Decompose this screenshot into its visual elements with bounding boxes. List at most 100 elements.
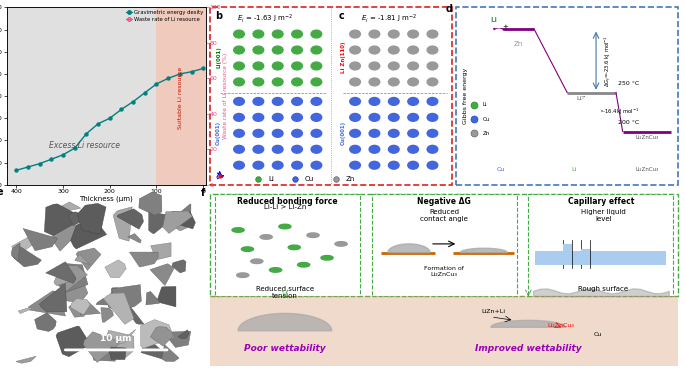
Circle shape (427, 97, 438, 105)
Polygon shape (127, 305, 144, 324)
Circle shape (234, 145, 245, 153)
Circle shape (369, 113, 379, 121)
Circle shape (234, 113, 245, 121)
Circle shape (365, 111, 384, 124)
Circle shape (384, 43, 403, 57)
Circle shape (404, 111, 423, 124)
Polygon shape (151, 327, 173, 346)
Circle shape (256, 233, 277, 241)
Polygon shape (76, 248, 101, 270)
X-axis label: Thickness (μm): Thickness (μm) (79, 195, 133, 202)
Circle shape (253, 129, 264, 137)
Circle shape (365, 142, 384, 156)
Circle shape (288, 126, 306, 140)
Text: Reduced surface
tension: Reduced surface tension (256, 286, 314, 299)
Circle shape (427, 113, 438, 121)
Polygon shape (16, 356, 36, 363)
Circle shape (269, 111, 287, 124)
Text: Li: Li (483, 103, 487, 107)
Text: Cu: Cu (304, 176, 314, 182)
Polygon shape (101, 308, 114, 322)
Circle shape (335, 242, 347, 246)
Circle shape (369, 30, 379, 38)
Circle shape (384, 126, 403, 140)
Circle shape (388, 62, 399, 70)
Polygon shape (162, 211, 192, 233)
Circle shape (404, 95, 423, 108)
Circle shape (408, 113, 419, 121)
Circle shape (523, 145, 533, 153)
Bar (582, 249, 590, 265)
Polygon shape (388, 244, 430, 253)
Polygon shape (166, 211, 195, 229)
Polygon shape (112, 288, 129, 312)
Circle shape (273, 97, 283, 105)
Circle shape (384, 27, 403, 41)
Circle shape (253, 30, 264, 38)
Circle shape (230, 142, 248, 156)
Text: Higher liquid
level: Higher liquid level (581, 209, 625, 222)
Text: LiZn+Li: LiZn+Li (482, 310, 506, 314)
Circle shape (311, 129, 322, 137)
Circle shape (234, 97, 245, 105)
Circle shape (273, 162, 283, 169)
Polygon shape (18, 307, 31, 314)
Text: Poor wettability: Poor wettability (244, 344, 326, 353)
Legend: Gravimetric energy desity, Waste rate of Li resource: Gravimetric energy desity, Waste rate of… (126, 10, 203, 22)
Circle shape (346, 126, 364, 140)
Bar (210, 194, 678, 296)
Polygon shape (60, 279, 88, 303)
Circle shape (311, 97, 322, 105)
Circle shape (408, 62, 419, 70)
Polygon shape (45, 204, 75, 236)
Circle shape (307, 142, 325, 156)
Circle shape (582, 108, 589, 115)
Circle shape (404, 59, 423, 73)
Circle shape (510, 154, 520, 162)
Circle shape (249, 75, 268, 89)
Polygon shape (162, 345, 179, 361)
Text: f: f (201, 188, 205, 198)
Circle shape (427, 145, 438, 153)
Circle shape (350, 113, 360, 121)
Circle shape (307, 159, 325, 172)
Circle shape (427, 129, 438, 137)
Circle shape (273, 46, 283, 54)
Circle shape (350, 30, 360, 38)
Polygon shape (181, 204, 191, 226)
Circle shape (423, 126, 442, 140)
Circle shape (574, 107, 582, 113)
Circle shape (346, 75, 364, 89)
Polygon shape (59, 202, 80, 212)
Circle shape (404, 27, 423, 41)
Circle shape (346, 95, 364, 108)
Circle shape (346, 59, 364, 73)
Circle shape (384, 95, 403, 108)
Text: Li Zn(110): Li Zn(110) (340, 41, 345, 73)
Circle shape (273, 30, 283, 38)
Circle shape (423, 75, 442, 89)
Polygon shape (127, 233, 141, 243)
Circle shape (253, 145, 264, 153)
Polygon shape (77, 203, 106, 234)
Circle shape (346, 43, 364, 57)
Circle shape (488, 31, 497, 38)
Circle shape (311, 46, 322, 54)
Circle shape (408, 145, 419, 153)
Polygon shape (129, 252, 158, 267)
Circle shape (234, 62, 245, 70)
Polygon shape (13, 245, 41, 267)
Text: Cu(001): Cu(001) (216, 121, 221, 145)
Circle shape (316, 254, 337, 261)
Circle shape (483, 35, 493, 43)
Circle shape (230, 59, 248, 73)
Circle shape (384, 111, 403, 124)
Polygon shape (112, 285, 141, 308)
Text: Reduced
contact angle: Reduced contact angle (420, 209, 468, 222)
Circle shape (384, 159, 403, 172)
Circle shape (292, 46, 302, 54)
Circle shape (365, 27, 384, 41)
Y-axis label: Waste rate of Li resource (%): Waste rate of Li resource (%) (223, 53, 228, 139)
Circle shape (311, 30, 322, 38)
Circle shape (249, 142, 268, 156)
